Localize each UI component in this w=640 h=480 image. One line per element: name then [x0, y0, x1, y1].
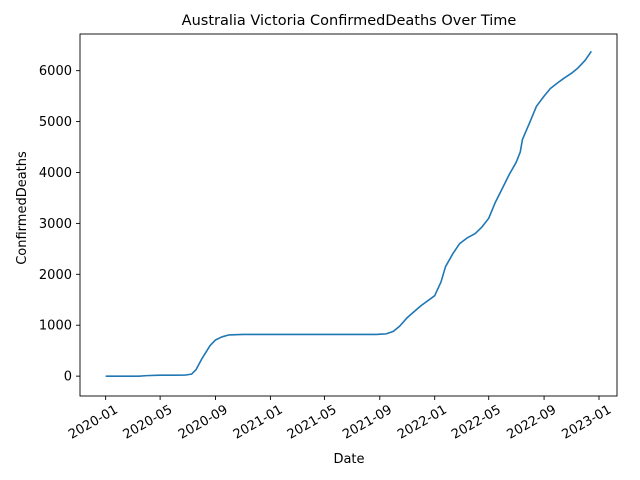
plot-area: 2020-01 2020-05 2020-09 2021-01 2021-05 2021-… — [39, 33, 618, 443]
y-tick-label: 4000 — [39, 166, 72, 181]
x-tick-label: 2021-01 — [231, 402, 286, 442]
x-tick-label: 2020-01 — [66, 402, 121, 442]
x-tick-label: 2023-01 — [559, 402, 614, 442]
x-tick-label: 2022-01 — [395, 402, 450, 442]
x-axis-label: Date — [333, 452, 364, 467]
y-tick-label: 1000 — [39, 319, 72, 334]
plot-frame — [79, 33, 618, 397]
y-tick-label: 6000 — [39, 64, 72, 79]
x-tick-label: 2021-05 — [285, 402, 340, 442]
chart-title: Australia Victoria ConfirmedDeaths Over … — [182, 13, 517, 29]
y-tick-label: 0 — [64, 370, 72, 385]
y-tick-label: 5000 — [39, 115, 72, 130]
x-tick-label: 2022-09 — [505, 402, 560, 442]
x-tick-label: 2020-09 — [176, 402, 231, 442]
y-tick-label: 2000 — [39, 268, 72, 283]
y-axis-label: ConfirmedDeaths — [15, 151, 30, 265]
series-line — [105, 50, 592, 377]
x-tick-label: 2021-09 — [340, 402, 395, 442]
x-tick-label: 2020-05 — [121, 402, 176, 442]
x-tick-label: 2022-05 — [449, 402, 504, 442]
y-tick-label: 3000 — [39, 217, 72, 232]
